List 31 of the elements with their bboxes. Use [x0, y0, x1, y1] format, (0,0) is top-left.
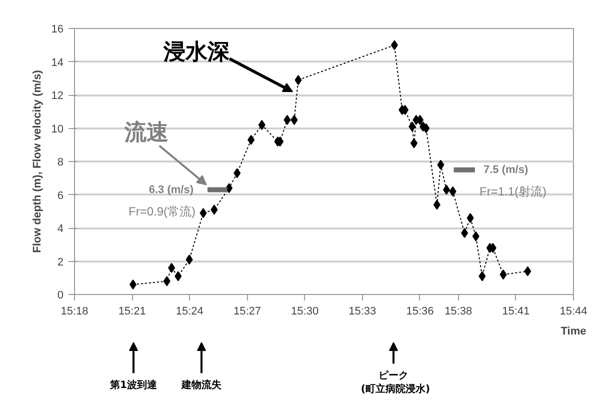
y-tick-label: 10: [51, 123, 64, 136]
y-tick-label: 2: [57, 256, 64, 268]
y-tick-label: 4: [57, 223, 64, 235]
y-tick-label: 6: [57, 190, 64, 202]
x-tick-label: 15:30: [291, 306, 319, 318]
text: 第1波到達: [109, 378, 158, 391]
annotation: Fr=0.9(常流): [128, 204, 196, 218]
text: 建物流失: [180, 378, 222, 391]
annotation: 浸水深: [162, 39, 230, 64]
y-tick-label: 0: [57, 290, 64, 302]
annotation: 6.3 (m/s): [148, 184, 194, 196]
annotation: 流速: [123, 119, 168, 144]
x-tick-label: 15:41: [502, 306, 530, 318]
x-tick-label: 15:21: [118, 306, 146, 318]
annotation: 7.5 (m/s): [484, 164, 528, 176]
x-tick-label: 15:24: [176, 306, 204, 318]
y-tick-label: 14: [51, 56, 64, 69]
x-tick-label: 15:44: [560, 306, 588, 318]
y-axis-title: Flow depth (m), Flow velocity (m/s): [31, 70, 44, 253]
text: (町立病院浸水): [360, 383, 430, 396]
x-tick-label: 15:36: [406, 306, 434, 318]
x-tick-label: 15:38: [444, 306, 472, 318]
x-axis-title: Time: [560, 326, 586, 338]
x-tick-label: 15:33: [348, 306, 376, 318]
y-tick-label: 16: [51, 24, 64, 36]
x-tick-label: 15:18: [60, 306, 88, 318]
y-tick-label: 12: [51, 90, 64, 102]
x-tick-label: 15:27: [233, 306, 262, 318]
annotation: Fr=1.1(射流): [480, 184, 547, 198]
text: ピーク: [378, 369, 408, 382]
y-tick-label: 8: [57, 156, 64, 168]
